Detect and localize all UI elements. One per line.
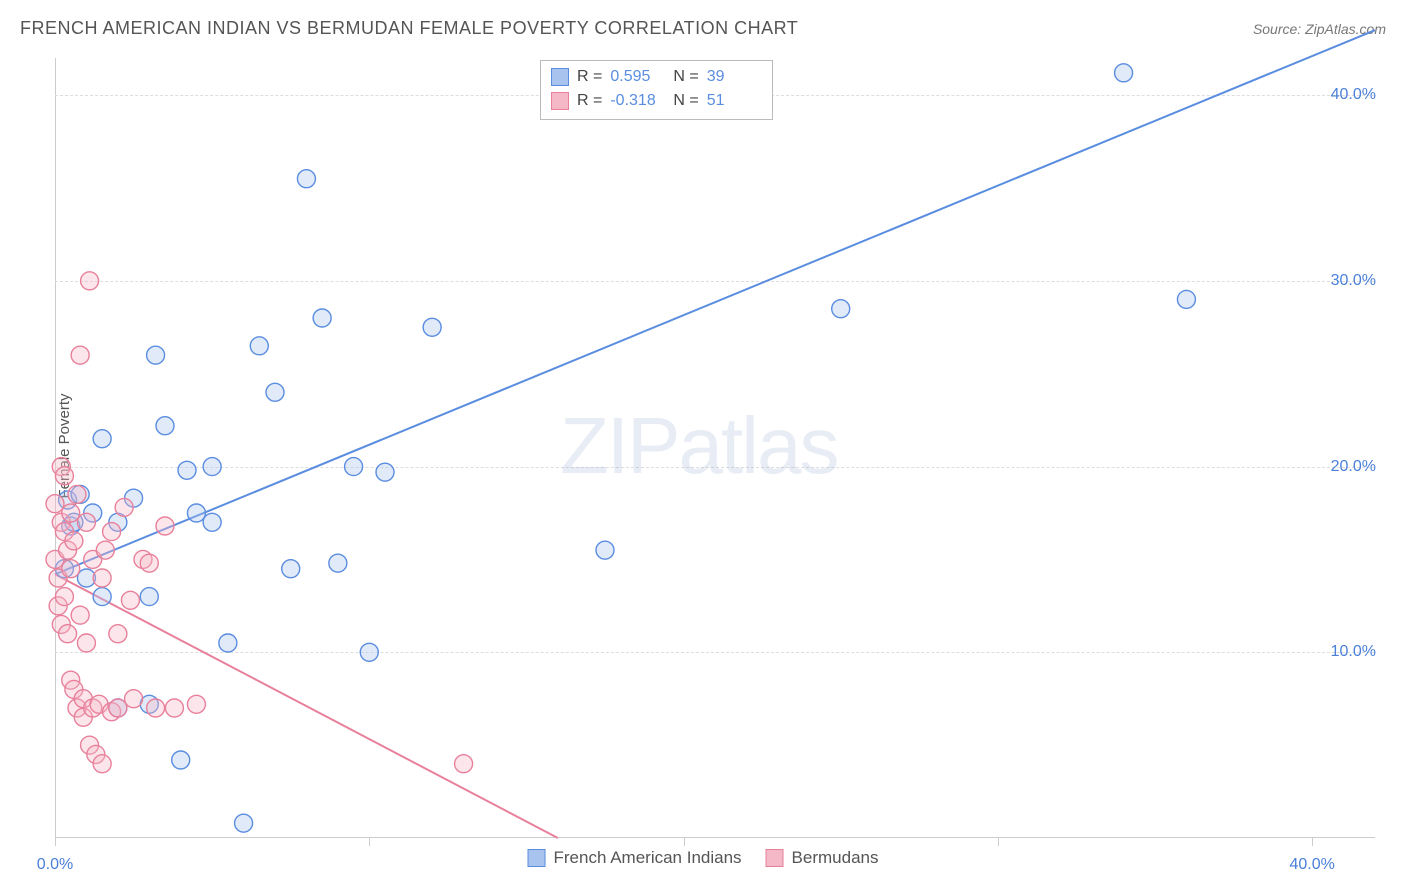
data-point	[203, 458, 221, 476]
data-point	[71, 606, 89, 624]
swatch-series-0	[551, 68, 569, 86]
data-point	[96, 541, 114, 559]
data-point	[297, 170, 315, 188]
legend-item-1: Bermudans	[766, 848, 879, 868]
data-point	[68, 485, 86, 503]
x-tick	[998, 838, 999, 846]
legend-label-0: French American Indians	[554, 848, 742, 868]
data-point	[93, 588, 111, 606]
x-tick	[684, 838, 685, 846]
data-point	[125, 690, 143, 708]
data-point	[172, 751, 190, 769]
data-point	[832, 300, 850, 318]
data-point	[147, 346, 165, 364]
data-point	[121, 591, 139, 609]
trend-lines	[55, 30, 1375, 838]
data-point	[165, 699, 183, 717]
data-point	[71, 346, 89, 364]
data-point	[423, 318, 441, 336]
data-point	[329, 554, 347, 572]
swatch-series-1	[766, 849, 784, 867]
data-point	[178, 461, 196, 479]
data-point	[93, 755, 111, 773]
x-tick-label: 0.0%	[37, 856, 73, 874]
data-point	[103, 523, 121, 541]
data-point	[187, 695, 205, 713]
data-point	[77, 513, 95, 531]
data-point	[55, 467, 73, 485]
data-point	[65, 532, 83, 550]
data-point	[59, 625, 77, 643]
data-point	[115, 498, 133, 516]
scatter-series-0	[55, 64, 1195, 832]
data-point	[93, 569, 111, 587]
data-point	[109, 699, 127, 717]
data-point	[81, 272, 99, 290]
x-tick	[369, 838, 370, 846]
data-point	[62, 560, 80, 578]
swatch-series-1	[551, 92, 569, 110]
data-point	[313, 309, 331, 327]
data-point	[109, 625, 127, 643]
data-point	[62, 504, 80, 522]
x-tick	[1312, 838, 1313, 846]
data-point	[455, 755, 473, 773]
legend-item-0: French American Indians	[528, 848, 742, 868]
data-point	[140, 588, 158, 606]
data-point	[219, 634, 237, 652]
bottom-legend: French American Indians Bermudans	[528, 848, 879, 868]
title-bar: FRENCH AMERICAN INDIAN VS BERMUDAN FEMAL…	[20, 18, 1386, 39]
data-point	[250, 337, 268, 355]
stats-legend: R = 0.595 N = 39 R = -0.318 N = 51	[540, 60, 773, 120]
data-point	[345, 458, 363, 476]
data-point	[147, 699, 165, 717]
data-point	[235, 814, 253, 832]
x-tick	[55, 838, 56, 846]
data-point	[266, 383, 284, 401]
data-point	[140, 554, 158, 572]
data-point	[203, 513, 221, 531]
data-point	[156, 417, 174, 435]
legend-label-1: Bermudans	[792, 848, 879, 868]
data-point	[55, 588, 73, 606]
stats-row-0: R = 0.595 N = 39	[551, 65, 762, 89]
data-point	[282, 560, 300, 578]
data-point	[93, 430, 111, 448]
stats-row-1: R = -0.318 N = 51	[551, 89, 762, 113]
data-point	[46, 495, 64, 513]
swatch-series-0	[528, 849, 546, 867]
data-point	[376, 463, 394, 481]
data-point	[1177, 290, 1195, 308]
data-point	[77, 634, 95, 652]
data-point	[1115, 64, 1133, 82]
data-point	[187, 504, 205, 522]
x-tick-label: 40.0%	[1289, 856, 1334, 874]
chart-title: FRENCH AMERICAN INDIAN VS BERMUDAN FEMAL…	[20, 18, 798, 39]
chart-svg	[55, 58, 1375, 838]
data-point	[596, 541, 614, 559]
data-point	[360, 643, 378, 661]
data-point	[156, 517, 174, 535]
